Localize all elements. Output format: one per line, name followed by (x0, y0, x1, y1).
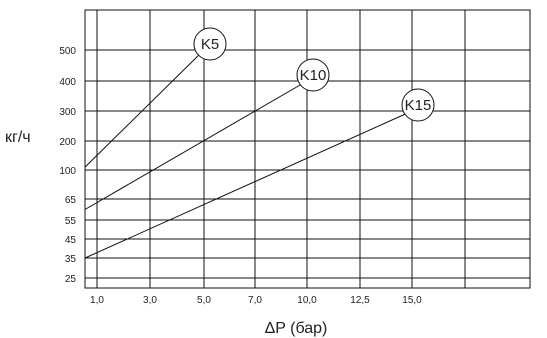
y-tick-label: 500 (59, 46, 76, 57)
grid (84, 9, 531, 289)
tick-labels: 1,0 3,0 5,0 7,0 10,0 12,5 15,0 25 35 45 55 65 100 200… (59, 46, 422, 306)
x-tick-label: 3,0 (143, 295, 157, 306)
y-tick-label: 300 (59, 107, 76, 118)
y-tick-label: 100 (59, 166, 76, 177)
series-label: K5 (201, 36, 219, 53)
x-axis-title: ΔP (бар) (265, 320, 328, 337)
y-axis-title: кг/ч (5, 129, 31, 146)
x-tick-label: 7,0 (248, 295, 262, 306)
x-tick-label: 12,5 (350, 295, 370, 306)
series-line-k15 (84, 110, 413, 259)
y-tick-label: 25 (65, 274, 77, 285)
y-tick-label: 55 (65, 216, 77, 227)
y-tick-label: 65 (65, 195, 77, 206)
series-label-circle (193, 27, 227, 61)
series-label-circle (401, 88, 435, 122)
series-labels: K5 K10 K15 (193, 27, 435, 122)
series-label: K10 (300, 67, 327, 84)
y-tick-label: 200 (59, 137, 76, 148)
y-tick-label: 400 (59, 77, 76, 88)
x-tick-label: 15,0 (402, 295, 422, 306)
series-line-k10 (84, 80, 308, 210)
x-tick-label: 1,0 (90, 295, 104, 306)
x-tick-label: 10,0 (297, 295, 317, 306)
y-tick-label: 35 (65, 254, 77, 265)
series-label: K15 (405, 97, 432, 114)
x-tick-label: 5,0 (197, 295, 211, 306)
series-line-k5 (84, 49, 205, 168)
series-lines (84, 49, 413, 259)
series-label-circle (296, 58, 330, 92)
y-tick-label: 45 (65, 235, 77, 246)
